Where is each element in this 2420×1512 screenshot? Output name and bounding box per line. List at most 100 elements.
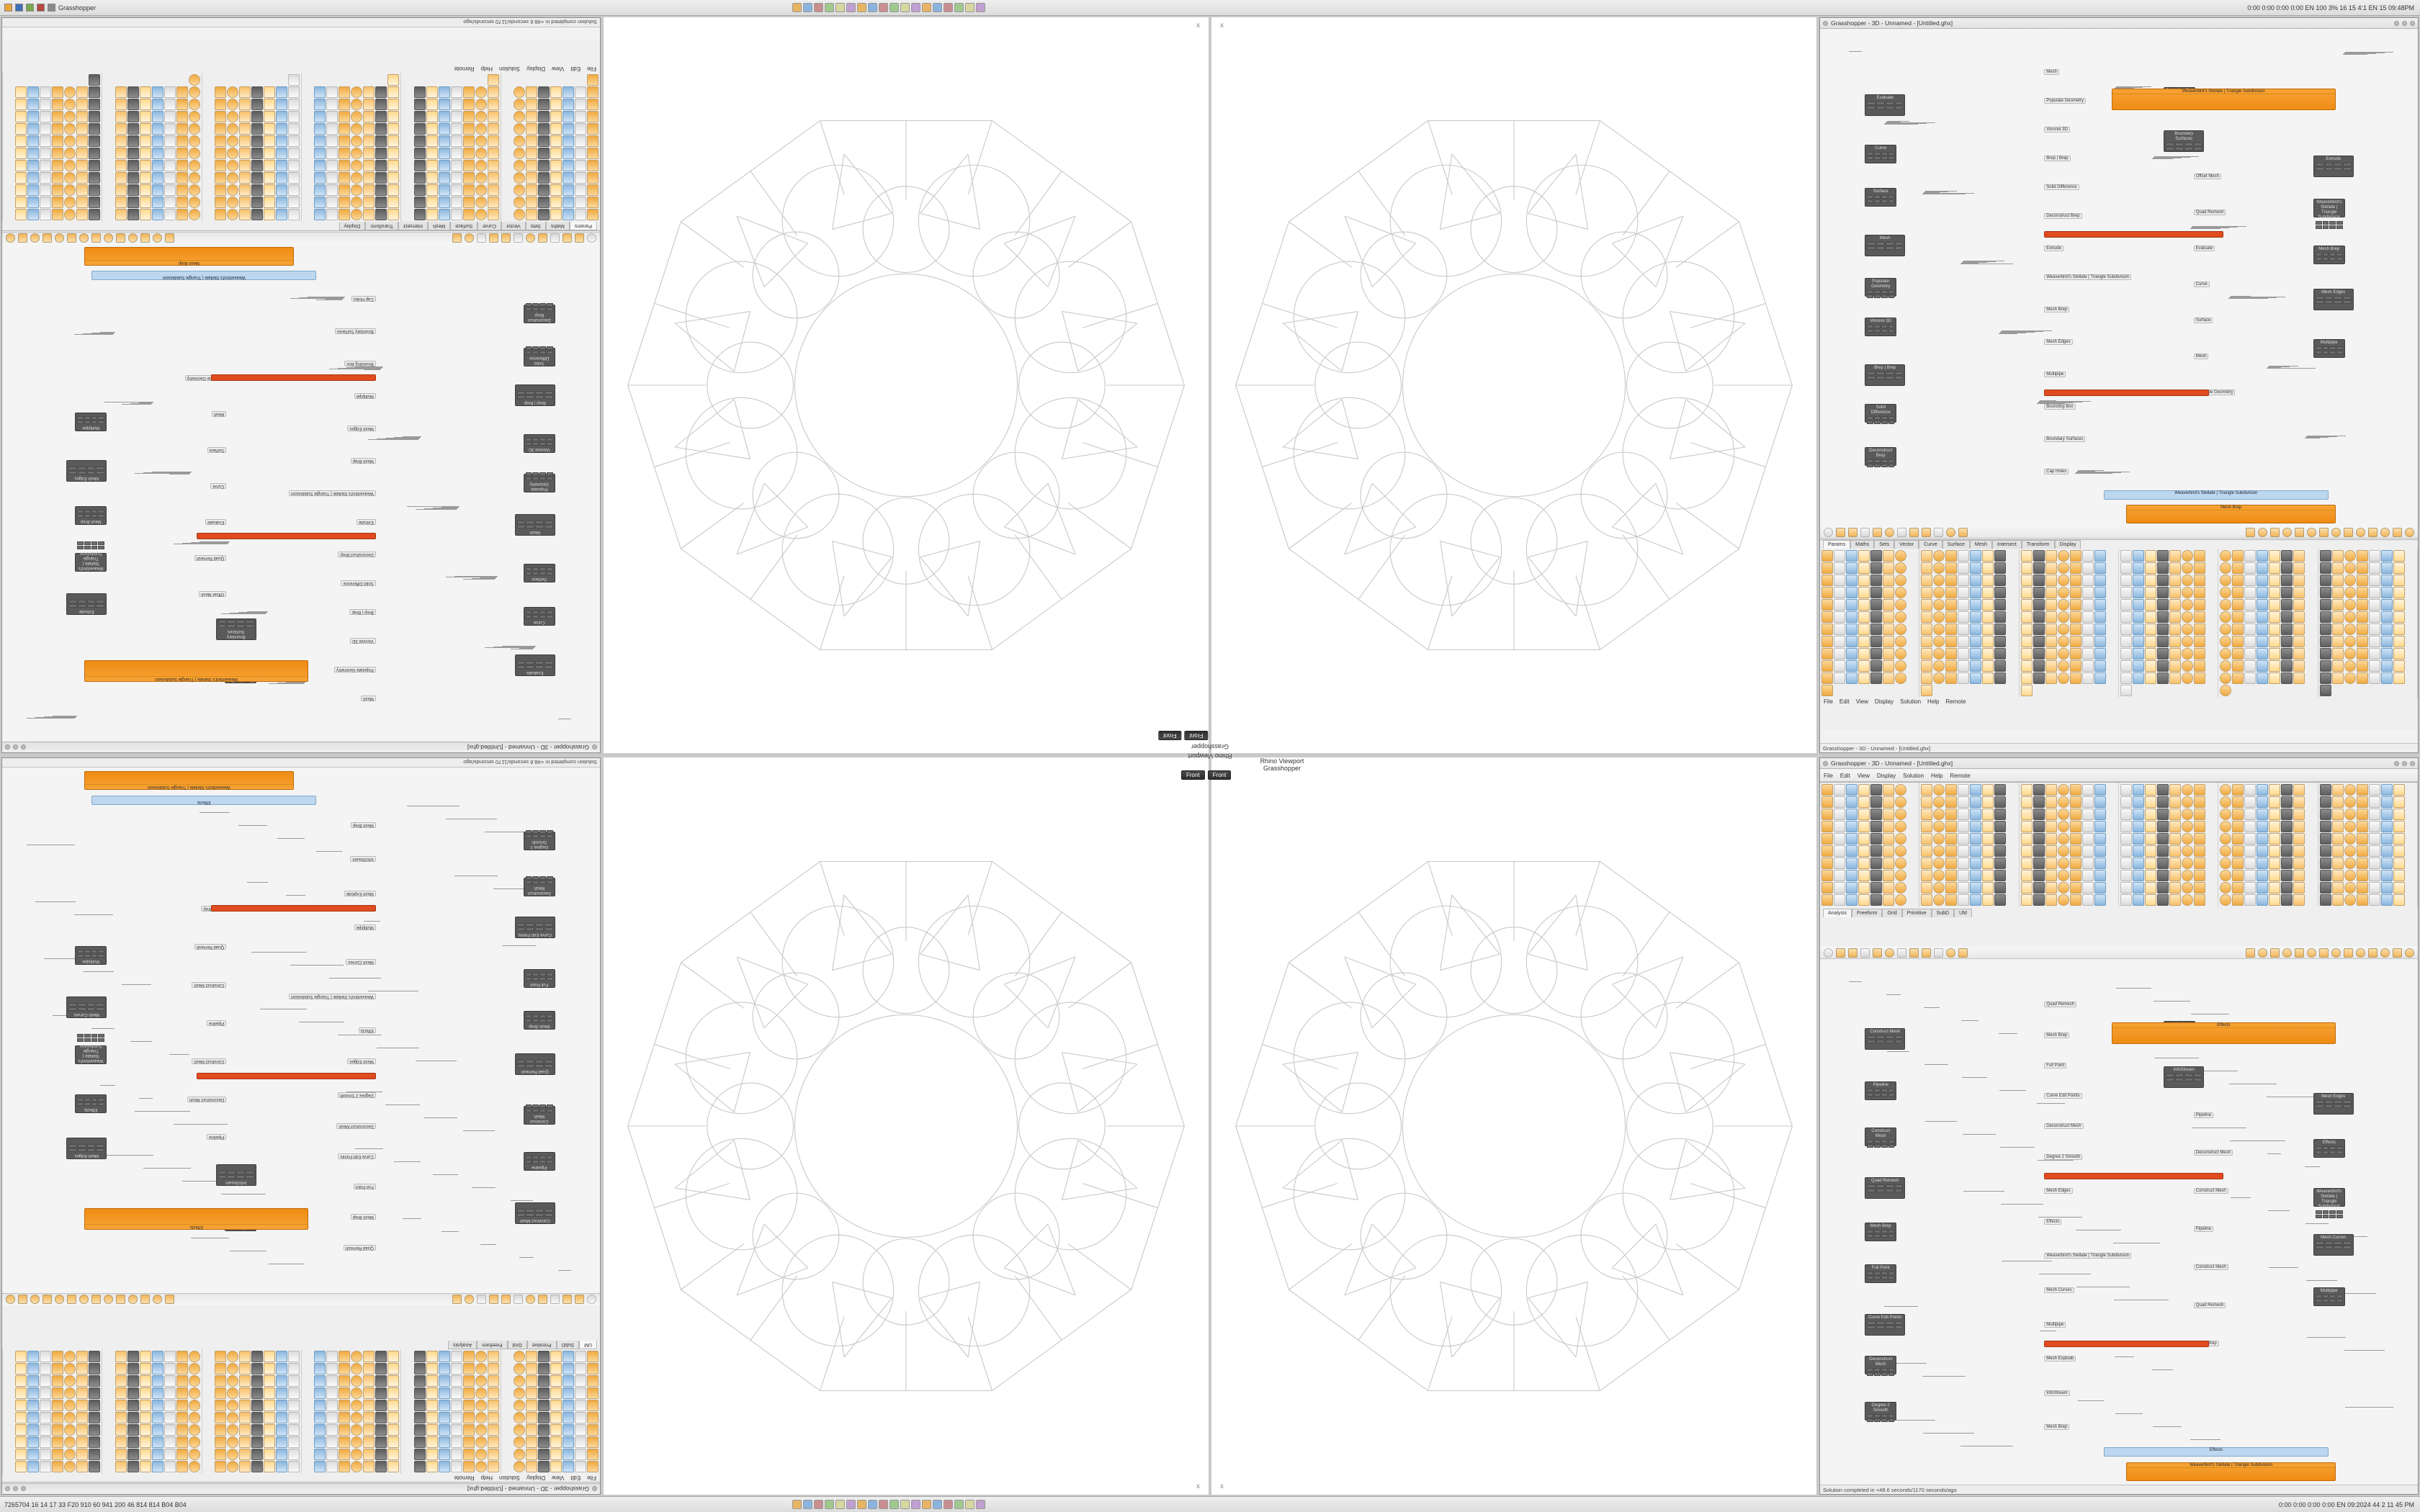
component-icon[interactable]	[2244, 550, 2257, 562]
component-icon[interactable]	[363, 1400, 375, 1411]
component-icon[interactable]	[538, 1461, 550, 1472]
component-icon[interactable]	[1921, 599, 1933, 611]
toolbar-icon[interactable]	[2405, 527, 2414, 537]
component-icon[interactable]	[339, 172, 351, 184]
component-icon[interactable]	[139, 111, 151, 122]
component-icon[interactable]	[314, 1387, 326, 1399]
menu-item-help[interactable]: Help	[1931, 772, 1943, 779]
taskbar-app-icon[interactable]	[857, 3, 866, 12]
component-icon[interactable]	[2069, 796, 2081, 808]
component-icon[interactable]	[438, 209, 450, 220]
component-icon[interactable]	[514, 197, 525, 208]
component-icon[interactable]	[2120, 648, 2132, 660]
component-icon[interactable]	[375, 148, 387, 159]
component-icon[interactable]	[526, 1412, 537, 1423]
toolbar-icon[interactable]	[116, 1295, 125, 1305]
component-icon[interactable]	[264, 1387, 276, 1399]
component-icon[interactable]	[587, 1387, 599, 1399]
component-icon[interactable]	[2220, 894, 2232, 906]
component-icon[interactable]	[363, 1412, 375, 1423]
palette-menu-item[interactable]: Solution	[1900, 698, 1922, 705]
component-icon[interactable]	[2120, 685, 2132, 696]
graph-node-highlighted[interactable]: Weaverbird's Stellate | Triangle Subdivi…	[91, 271, 316, 280]
component-icon[interactable]	[475, 184, 487, 196]
component-icon[interactable]	[1945, 858, 1958, 869]
component-icon[interactable]	[2269, 833, 2281, 845]
graph-param-label[interactable]: Mesh Brep	[350, 822, 376, 828]
toolbar-icon[interactable]	[2270, 527, 2280, 537]
component-icon[interactable]	[2181, 636, 2193, 647]
component-icon[interactable]	[264, 184, 276, 196]
component-icon[interactable]	[2132, 611, 2144, 623]
taskbar-app-icon[interactable]	[825, 3, 834, 12]
component-icon[interactable]	[1970, 611, 1982, 623]
component-icon[interactable]	[15, 1461, 27, 1472]
palette-menu-bottom-left[interactable]: File Edit View Display Solution Help Remote	[2, 1474, 600, 1482]
component-icon[interactable]	[251, 1449, 264, 1460]
component-icon[interactable]	[264, 1461, 276, 1472]
component-icon[interactable]	[2331, 575, 2344, 586]
component-icon[interactable]	[2094, 809, 2106, 820]
component-icon[interactable]	[438, 184, 450, 196]
component-icon[interactable]	[526, 135, 537, 147]
component-icon[interactable]	[462, 1461, 475, 1472]
component-icon[interactable]	[1846, 636, 1857, 647]
component-icon[interactable]	[1958, 784, 1970, 796]
component-icon[interactable]	[387, 172, 400, 184]
component-icon[interactable]	[1933, 870, 1945, 881]
component-icon[interactable]	[426, 197, 438, 208]
component-icon[interactable]	[2393, 575, 2405, 586]
component-icon[interactable]	[40, 1387, 52, 1399]
component-icon[interactable]	[115, 172, 127, 184]
maximize-icon[interactable]	[2402, 760, 2407, 766]
component-icon[interactable]	[1970, 858, 1982, 869]
component-icon[interactable]	[276, 123, 288, 135]
component-icon[interactable]	[375, 197, 387, 208]
component-icon[interactable]	[1933, 611, 1945, 623]
toolbar-icon[interactable]	[91, 1295, 101, 1305]
component-icon[interactable]	[2069, 809, 2081, 820]
palette-menu-item[interactable]: View	[1855, 698, 1868, 705]
component-icon[interactable]	[2069, 894, 2081, 906]
component-icon[interactable]	[2069, 821, 2081, 832]
component-icon[interactable]	[2368, 660, 2380, 672]
component-icon[interactable]	[1921, 833, 1933, 845]
component-icon[interactable]	[1982, 550, 1994, 562]
component-icon[interactable]	[2393, 636, 2405, 647]
front-view-button-2[interactable]: Front	[1158, 731, 1182, 740]
component-icon[interactable]	[2331, 784, 2344, 796]
component-icon[interactable]	[2232, 587, 2244, 598]
component-icon[interactable]	[426, 1363, 438, 1374]
component-icon[interactable]	[375, 135, 387, 147]
component-icon[interactable]	[64, 111, 76, 122]
component-icon[interactable]	[363, 172, 375, 184]
component-icon[interactable]	[188, 1363, 200, 1374]
component-icon[interactable]	[1921, 870, 1933, 881]
graph-node[interactable]: Surface	[523, 564, 555, 582]
component-icon[interactable]	[2281, 809, 2293, 820]
component-icon[interactable]	[538, 184, 550, 196]
component-icon[interactable]	[587, 1412, 599, 1423]
toolbar-top-left[interactable]	[2, 232, 600, 244]
component-icon[interactable]	[89, 172, 101, 184]
component-icon[interactable]	[2169, 648, 2181, 660]
component-icon[interactable]	[1821, 575, 1833, 586]
component-icon[interactable]	[326, 184, 339, 196]
component-icon[interactable]	[1834, 845, 1845, 857]
taskbar-app-icon[interactable]	[976, 1500, 985, 1509]
component-icon[interactable]	[1921, 636, 1933, 647]
component-icon[interactable]	[2269, 809, 2281, 820]
component-icon[interactable]	[2368, 575, 2380, 586]
component-icon[interactable]	[2069, 870, 2081, 881]
component-icon[interactable]	[2380, 550, 2393, 562]
component-icon[interactable]	[2331, 796, 2344, 808]
component-icon[interactable]	[2020, 636, 2033, 647]
component-icon[interactable]	[1895, 894, 1906, 906]
component-icon[interactable]	[2393, 550, 2405, 562]
component-icon[interactable]	[2181, 550, 2193, 562]
component-icon[interactable]	[276, 99, 288, 110]
taskbar-app-icon[interactable]	[868, 1500, 877, 1509]
component-icon[interactable]	[264, 172, 276, 184]
component-icon[interactable]	[1858, 882, 1870, 894]
component-icon[interactable]	[2020, 833, 2033, 845]
